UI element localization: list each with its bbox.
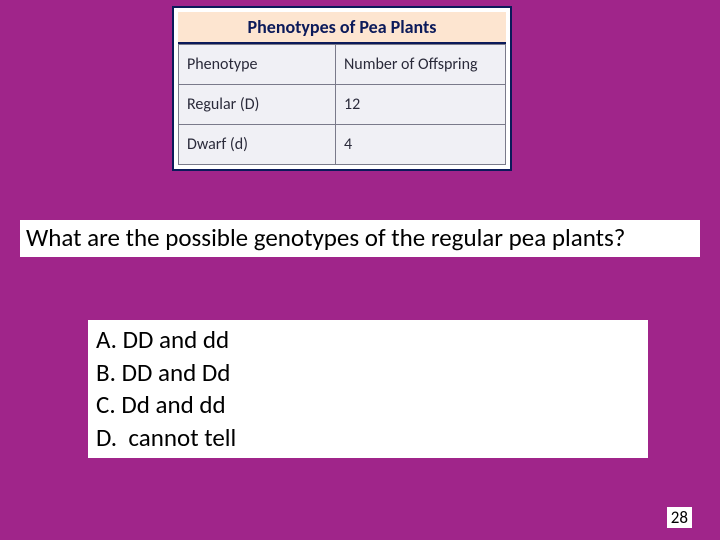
table-header-row: Phenotype Number of Offspring [179,45,506,85]
answer-option-d: D. cannot tell [96,422,640,455]
answer-options: A. DD and dd B. DD and Dd C. Dd and dd D… [88,320,648,458]
answer-option-b: B. DD and Dd [96,357,640,390]
table-header-count: Number of Offspring [335,45,505,85]
question-text: What are the possible genotypes of the r… [20,220,700,257]
page-number: 28 [667,507,692,528]
answer-option-a: A. DD and dd [96,324,640,357]
table-title: Phenotypes of Pea Plants [178,12,506,44]
cell-phenotype: Dwarf (d) [179,125,336,165]
cell-count: 12 [335,85,505,125]
table-header-phenotype: Phenotype [179,45,336,85]
table-row: Dwarf (d) 4 [179,125,506,165]
answer-option-c: C. Dd and dd [96,389,640,422]
table-row: Regular (D) 12 [179,85,506,125]
phenotype-data-table: Phenotype Number of Offspring Regular (D… [178,44,506,165]
cell-phenotype: Regular (D) [179,85,336,125]
phenotype-table: Phenotypes of Pea Plants Phenotype Numbe… [172,6,512,171]
cell-count: 4 [335,125,505,165]
